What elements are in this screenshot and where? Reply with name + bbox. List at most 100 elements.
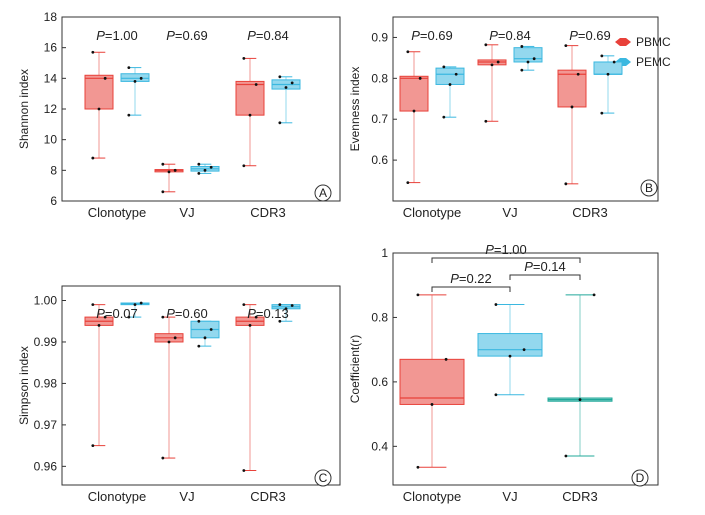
y-tick-label: 14 (44, 71, 58, 85)
data-point (103, 315, 107, 319)
plot-frame (61, 285, 341, 486)
x-tick-label: VJ (179, 205, 194, 220)
chart-panel-d: 0.4 0.6 0.8 1 Coefficient(r) Clonotype VJ CDR3 P… (348, 242, 659, 504)
y-tick-label: 0.97 (34, 418, 58, 432)
data-point (284, 86, 288, 89)
data-point (203, 336, 207, 340)
p-value-label: P=0.60 (166, 306, 208, 321)
legend-pemc-label: PEMC (636, 55, 671, 69)
data-point (570, 105, 574, 109)
y-tick-label: 12 (44, 102, 58, 116)
data-point (406, 181, 410, 185)
comparison-bracket (431, 257, 581, 263)
p-value-label: P=0.84 (489, 28, 531, 43)
data-point (161, 162, 165, 166)
data-point (167, 340, 171, 344)
box-iqr (84, 74, 114, 110)
chart-panel-a: 6 8 10 12 14 16 18 Shannon index Clonotype VJ CDR3… (17, 10, 341, 220)
legend-pbmc-marker (615, 38, 631, 46)
panel-letter: C (319, 471, 328, 485)
data-point (448, 83, 452, 86)
data-point (532, 57, 536, 61)
box-cdr3 (547, 293, 613, 458)
box-iqr (399, 358, 465, 405)
data-point (526, 60, 530, 64)
data-point (161, 456, 165, 460)
data-point (606, 72, 610, 76)
data-point (290, 81, 294, 85)
y-tick-label: 8 (50, 163, 57, 177)
box-iqr (593, 61, 623, 75)
x-tick-label: VJ (179, 489, 194, 504)
box-pbmc-clonotype (399, 50, 429, 185)
p-value-label: P=0.22 (450, 271, 492, 286)
plot-frame (392, 252, 659, 486)
box-pbmc-clonotype (84, 303, 114, 448)
x-tick-label: CDR3 (572, 205, 607, 220)
y-tick-label: 0.4 (371, 439, 388, 453)
box-pbmc-clonotype (84, 50, 114, 160)
p-value-label: P=0.13 (247, 306, 289, 321)
data-point (278, 319, 282, 323)
data-point (600, 54, 604, 58)
data-point (454, 72, 458, 76)
box-iqr (477, 333, 543, 357)
data-point (127, 66, 131, 69)
data-point (600, 111, 604, 115)
data-point (442, 65, 446, 69)
p-value-label: P=0.14 (524, 259, 566, 274)
data-point (290, 304, 294, 307)
data-point (97, 107, 101, 111)
data-point (248, 323, 252, 327)
box-iqr (557, 69, 587, 108)
data-point (103, 76, 107, 80)
data-point (494, 303, 498, 306)
data-point (167, 170, 171, 174)
data-point (209, 328, 213, 331)
box-pemc-vj (190, 162, 220, 175)
data-point (133, 80, 137, 83)
comparison-bracket (431, 286, 511, 292)
data-point (278, 303, 282, 307)
box-pbmc-vj (154, 162, 184, 194)
data-point (494, 393, 498, 397)
box-pbmc-vj (154, 315, 184, 460)
data-point (91, 156, 95, 160)
data-point (209, 165, 213, 169)
data-point (278, 75, 282, 79)
y-tick-label: 0.9 (371, 30, 388, 44)
data-point (406, 50, 410, 54)
y-tick-label: 0.99 (34, 335, 58, 349)
box-pbmc-cdr3 (235, 303, 265, 472)
y-tick-label: 0.7 (371, 112, 388, 126)
comparison-bracket (509, 274, 581, 280)
chart-panel-b: 0.6 0.7 0.8 0.9 Evenness index Clonotype VJ CDR… (348, 16, 659, 220)
data-point (91, 444, 95, 448)
data-point (197, 344, 201, 348)
data-point (139, 301, 143, 305)
box-pemc-cdr3 (593, 54, 623, 115)
y-tick-label: 1 (381, 246, 388, 260)
x-tick-label: VJ (502, 205, 517, 220)
y-tick-label: 0.8 (371, 310, 388, 324)
panel-letter: B (645, 181, 653, 195)
x-tick-label: Clonotype (403, 205, 462, 220)
x-tick-label: VJ (502, 489, 517, 504)
data-point (242, 57, 246, 60)
data-point (242, 164, 246, 168)
data-point (442, 115, 446, 119)
data-point (127, 315, 131, 319)
data-point (520, 68, 524, 72)
data-point (127, 113, 131, 117)
p-value-label: P=1.00 (96, 28, 138, 43)
data-point (242, 469, 246, 472)
y-tick-label: 6 (50, 194, 57, 208)
box-iqr (435, 67, 465, 85)
data-point (284, 307, 288, 311)
box-pemc-clonotype (120, 301, 150, 319)
y-tick-label: 0.6 (371, 153, 388, 167)
box-pemc-clonotype (120, 66, 150, 117)
box-pemc-cdr3 (271, 303, 301, 323)
box-iqr (399, 75, 429, 112)
